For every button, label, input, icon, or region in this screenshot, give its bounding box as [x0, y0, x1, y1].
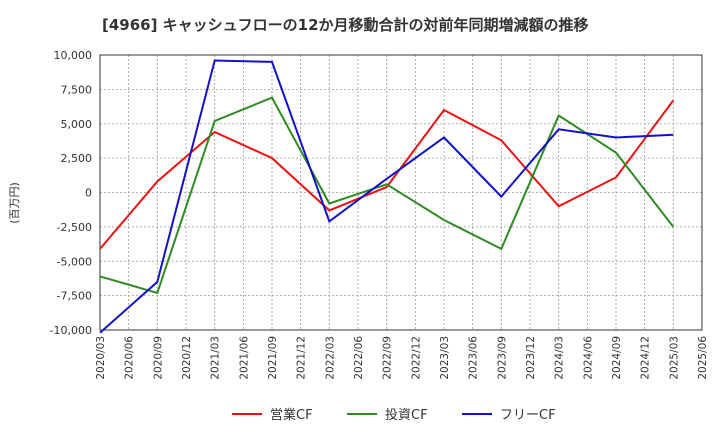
x-tick-label: 2024/09 — [611, 336, 623, 380]
plot-border — [99, 54, 703, 331]
y-tick-label: -10,000 — [50, 324, 92, 337]
legend-label-2: 投資CF — [385, 407, 428, 423]
x-tick-label: 2023/03 — [439, 336, 451, 380]
x-tick-label: 2025/06 — [697, 336, 709, 380]
y-tick-label: 5,000 — [61, 118, 93, 131]
legend: 営業CF 投資CF フリーCF — [232, 407, 556, 423]
x-tick-label: 2020/06 — [124, 336, 136, 380]
y-tick-label: -2,500 — [57, 221, 92, 234]
x-tick-labels: 2020/03 2020/06 2020/09 2020/12 2021/03 2021/… — [95, 336, 709, 380]
y-tick-label: 10,000 — [54, 49, 93, 62]
legend-label-1: 営業CF — [270, 407, 313, 423]
x-tick-label: 2021/12 — [296, 336, 308, 380]
legend-label-3: フリーCF — [500, 408, 556, 423]
x-tick-label: 2021/03 — [210, 336, 222, 380]
x-tick-label: 2023/12 — [525, 336, 537, 380]
x-tick-label: 2022/03 — [324, 336, 336, 380]
x-tick-label: 2021/09 — [267, 336, 279, 380]
x-tick-label: 2024/03 — [554, 336, 566, 380]
x-tick-label: 2022/12 — [410, 336, 422, 380]
series-line-1 — [99, 99, 675, 250]
x-tick-label: 2020/12 — [181, 336, 193, 380]
x-tick-label: 2022/09 — [382, 336, 394, 380]
x-tick-label: 2024/06 — [582, 336, 594, 380]
y-tick-label: -7,500 — [57, 290, 92, 303]
x-tick-label: 2025/03 — [668, 336, 680, 380]
chart-title: [4966] キャッシュフローの12か月移動合計の対前年同期増減額の推移 — [102, 16, 589, 34]
x-tick-label: 2023/06 — [468, 336, 480, 380]
x-tick-label: 2020/03 — [95, 336, 107, 380]
series-line-2 — [99, 96, 675, 295]
axes — [99, 54, 703, 331]
y-tick-labels: 10,000 7,500 5,000 2,500 0 -2,500 -5,000 -7,500… — [50, 49, 92, 337]
y-tick-label: 0 — [85, 187, 92, 200]
y-tick-label: 7,500 — [61, 83, 93, 96]
y-tick-label: 2,500 — [61, 152, 93, 165]
x-tick-label: 2021/06 — [238, 336, 250, 380]
x-tick-label: 2024/12 — [640, 336, 652, 380]
y-tick-label: -5,000 — [57, 255, 92, 268]
x-tick-label: 2023/09 — [496, 336, 508, 380]
x-tick-label: 2022/06 — [353, 336, 365, 380]
series-lines — [99, 59, 675, 334]
series-line-3 — [99, 59, 674, 334]
x-tick-label: 2020/09 — [152, 336, 164, 380]
y-axis-label: (百万円) — [8, 182, 21, 224]
